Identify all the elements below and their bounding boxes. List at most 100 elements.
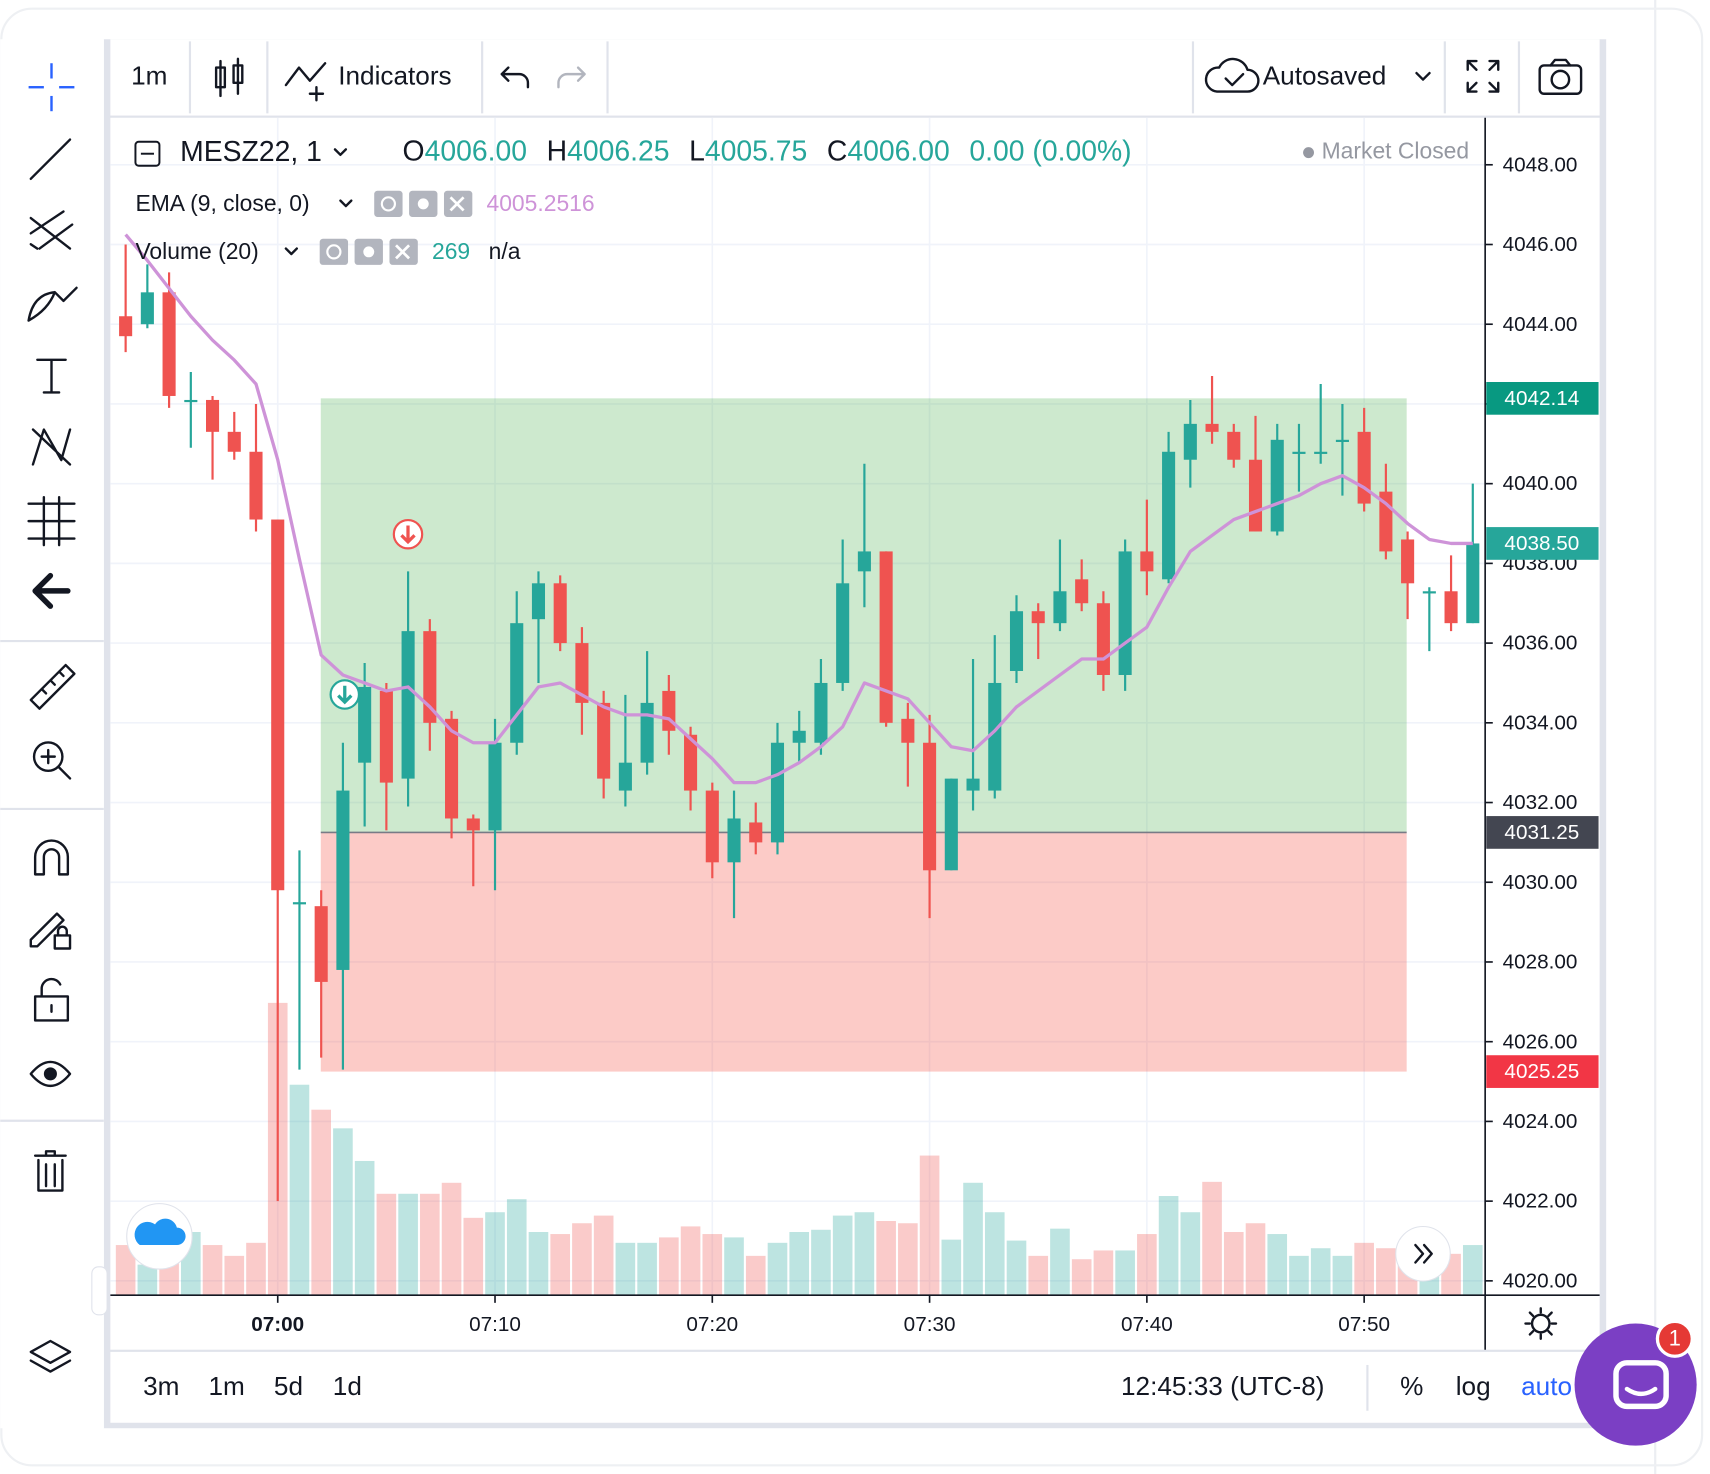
settings-button[interactable] [1524, 1307, 1558, 1341]
autosaved-button[interactable]: Autosaved [1263, 60, 1387, 90]
price-badge-label: 4042.14 [1504, 387, 1579, 410]
visibility-tool[interactable] [29, 1060, 72, 1088]
dropdown-arrow[interactable] [1415, 71, 1431, 81]
candle-body [1314, 451, 1328, 454]
scroll-right-button[interactable] [1395, 1225, 1451, 1282]
o-label: O [403, 136, 425, 168]
volume-bar [1137, 1234, 1157, 1296]
volume-bar [745, 1255, 766, 1296]
range-button[interactable]: 5d [274, 1371, 303, 1401]
lock-drawing-tool[interactable] [29, 912, 72, 950]
left-toolbar [0, 39, 104, 1429]
y-tick-label: 4030.00 [1503, 871, 1578, 894]
candle-body [379, 690, 393, 783]
candle-body [1096, 603, 1110, 675]
volume-bar [1332, 1255, 1353, 1296]
chat-button[interactable]: 1 [1574, 1319, 1697, 1446]
object-tree[interactable] [29, 1339, 72, 1373]
volume-bar [984, 1212, 1005, 1296]
candle-body [162, 292, 176, 396]
l-value: 4005.75 [705, 136, 807, 168]
volume-name[interactable]: Volume (20) [135, 238, 258, 264]
range-button[interactable]: 3m [143, 1371, 179, 1401]
y-tick-label: 4020.00 [1503, 1269, 1578, 1292]
candle-body [727, 818, 741, 863]
candle-body [1335, 439, 1349, 442]
log-toggle[interactable]: log [1456, 1371, 1491, 1401]
volume-bar [1028, 1255, 1049, 1296]
volume-bar [333, 1128, 353, 1296]
chart-type-icon[interactable] [214, 57, 244, 98]
brush-tool[interactable] [27, 286, 78, 322]
range-button[interactable]: 1m [208, 1371, 244, 1401]
status-dot [1303, 147, 1314, 159]
volume-ma: n/a [489, 238, 521, 264]
ema-buttons[interactable] [374, 190, 473, 217]
candle-body [988, 682, 1002, 791]
measure-tool[interactable] [29, 663, 76, 710]
candle-body [1053, 591, 1067, 624]
interval-button[interactable]: 1m [131, 60, 167, 90]
y-tick-label: 4040.00 [1503, 472, 1578, 495]
candle-body [684, 734, 698, 791]
collapse-handle[interactable] [91, 1266, 108, 1316]
candle-body [249, 451, 263, 520]
volume-bar [550, 1234, 571, 1296]
candle-body [1292, 451, 1306, 454]
price-badge-label: 4038.50 [1504, 532, 1579, 555]
undo-button[interactable] [500, 66, 530, 89]
top-toolbar [110, 39, 1600, 116]
ema-name[interactable]: EMA (9, close, 0) [135, 190, 309, 216]
volume-dropdown[interactable] [284, 247, 298, 256]
candle-body [292, 902, 307, 905]
prediction-tool[interactable] [27, 495, 76, 547]
candle-body [770, 742, 785, 843]
candle-body [227, 431, 241, 452]
fib-tool[interactable] [29, 210, 74, 250]
ema-dropdown[interactable] [339, 199, 353, 208]
volume-bar [919, 1155, 940, 1296]
candle-body [1227, 431, 1241, 460]
volume-bar [898, 1223, 918, 1296]
y-tick-label: 4026.00 [1503, 1030, 1578, 1053]
volume-bar [1245, 1223, 1266, 1296]
back-button[interactable] [32, 572, 71, 609]
collapse-legend[interactable] [134, 140, 161, 167]
pattern-tool[interactable] [31, 428, 72, 466]
volume-buttons[interactable] [319, 238, 418, 265]
percent-toggle[interactable]: % [1400, 1371, 1423, 1401]
candle-body [445, 718, 459, 819]
screenshot-button[interactable] [1538, 58, 1583, 95]
unlock-tool[interactable] [33, 977, 70, 1022]
volume-bar [1093, 1250, 1114, 1296]
indicators-button[interactable]: Indicators [338, 60, 451, 90]
candle-body [1031, 611, 1045, 624]
auto-toggle[interactable]: auto [1521, 1371, 1572, 1401]
zoom-tool[interactable] [32, 741, 72, 780]
clock: 12:45:33 (UTC-8) [1121, 1371, 1325, 1401]
volume-bar [1267, 1234, 1288, 1296]
y-tick-label: 4028.00 [1503, 951, 1578, 974]
symbol-dropdown[interactable] [333, 148, 348, 157]
crosshair-tool[interactable] [28, 63, 75, 112]
fullscreen-button[interactable] [1466, 59, 1500, 93]
h-label: H [547, 136, 567, 168]
redo-button[interactable] [557, 66, 586, 89]
volume-bar [1180, 1212, 1201, 1296]
volume-bar [963, 1182, 983, 1296]
text-tool[interactable] [36, 358, 67, 394]
volume-bar [398, 1193, 418, 1296]
range-button[interactable]: 1d [333, 1371, 362, 1401]
magnet-tool[interactable] [33, 839, 70, 876]
volume-bar [811, 1229, 831, 1296]
candle-body [1205, 423, 1219, 432]
candle-body [966, 778, 980, 791]
candle-body [836, 583, 850, 683]
trash-tool[interactable] [33, 1150, 67, 1192]
volume-bar [1050, 1228, 1070, 1296]
indicators-icon[interactable] [284, 62, 327, 102]
trendline-tool[interactable] [29, 138, 72, 180]
symbol[interactable]: MESZ22, 1 [180, 136, 322, 168]
ohlc: O4006.00 H4006.25 L4005.75 C4006.00 0.00 (0.… [403, 136, 1132, 168]
cloud-button[interactable] [126, 1203, 193, 1270]
